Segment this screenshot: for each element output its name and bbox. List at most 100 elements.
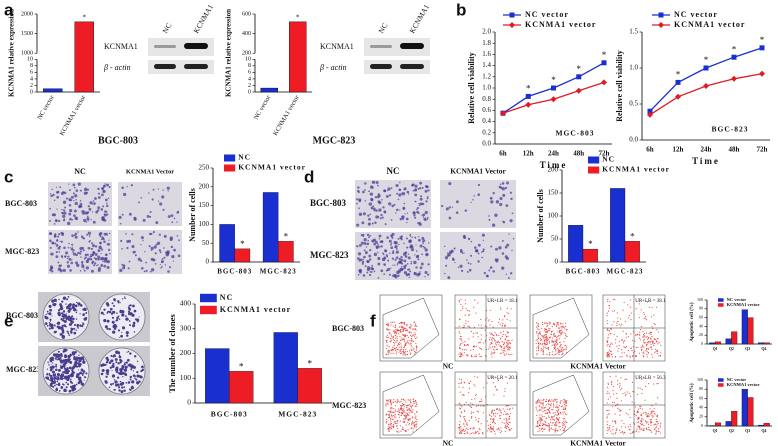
flow-event	[504, 410, 506, 412]
colony-dot	[60, 353, 63, 356]
flow-event	[616, 312, 618, 314]
colony-dot	[66, 330, 69, 333]
flow-event	[659, 432, 662, 434]
cell-dot	[169, 236, 174, 240]
cell-dot	[93, 264, 96, 267]
cell-dot	[95, 210, 99, 214]
colony-dot	[112, 330, 116, 334]
flow-event	[414, 332, 416, 334]
cell-dot	[106, 183, 109, 187]
flow-event	[464, 299, 466, 301]
flow-event	[407, 342, 409, 344]
flow-event	[393, 401, 395, 403]
cell-dot	[417, 238, 421, 242]
flow-event	[397, 349, 399, 351]
cell-dot	[88, 207, 92, 211]
flow-event	[391, 411, 393, 413]
colony-dot	[52, 385, 55, 388]
colony-dot	[49, 323, 52, 325]
cell-dot	[495, 200, 500, 204]
cell-dot	[65, 197, 69, 200]
flow-event	[548, 423, 550, 425]
flow-event	[635, 354, 637, 357]
flow-event	[544, 412, 546, 414]
cell-dot	[70, 247, 72, 249]
flow-event	[650, 421, 652, 423]
cell-dot	[69, 199, 73, 202]
cell-dot	[406, 222, 408, 224]
flow-event	[414, 413, 416, 415]
column-label: NC	[387, 166, 400, 176]
flow-event	[412, 334, 414, 336]
chart-annotation: MGC-803	[555, 129, 594, 138]
cell-dot	[448, 206, 451, 209]
x-tick-label: 6h	[499, 150, 507, 158]
flow-event	[507, 414, 509, 416]
flow-event	[387, 423, 390, 425]
flow-event	[547, 411, 549, 414]
flow-event	[562, 411, 564, 413]
colony-dot	[56, 325, 60, 329]
cell-dot	[68, 183, 70, 185]
flow-event	[404, 418, 407, 420]
flow-event	[403, 341, 406, 343]
flow-event	[415, 424, 417, 426]
colony-dot	[105, 373, 107, 375]
flow-event	[540, 422, 542, 424]
flow-event	[393, 398, 395, 401]
flow-event	[486, 348, 488, 351]
flow-event	[411, 349, 413, 352]
cell-dot	[364, 251, 368, 255]
flow-event	[408, 424, 410, 426]
flow-event	[509, 320, 511, 322]
flow-event	[387, 403, 389, 405]
flow-event	[477, 335, 479, 338]
flow-event	[636, 421, 638, 424]
colony-dot	[123, 389, 126, 392]
flow-event	[468, 382, 470, 384]
flow-event	[414, 325, 416, 328]
cell-dot	[380, 213, 383, 217]
flow-event	[612, 433, 615, 435]
colony-dot	[106, 327, 109, 330]
flow-event	[654, 338, 657, 341]
flow-event	[463, 418, 466, 420]
y-tick-label: 0	[187, 398, 191, 407]
flow-event	[606, 300, 609, 303]
cell-dot	[473, 195, 475, 197]
flow-event	[538, 425, 540, 427]
cell-dot	[161, 257, 164, 260]
flow-event	[405, 401, 407, 403]
legend-marker	[658, 12, 664, 18]
flow-event	[393, 421, 395, 423]
flow-event	[492, 414, 495, 416]
flow-event	[475, 312, 477, 314]
flow-event	[399, 349, 401, 351]
flow-event	[615, 422, 617, 424]
flow-event	[491, 334, 494, 336]
flow-event	[388, 332, 390, 334]
flow-event	[472, 411, 474, 414]
flow-event	[460, 343, 462, 345]
cell-dot	[477, 193, 481, 197]
column-label: NC	[443, 439, 454, 446]
colony-dot	[100, 372, 104, 376]
flow-event	[499, 346, 501, 348]
cell-dot	[410, 262, 413, 265]
significance-mark: *	[307, 360, 312, 370]
cell-dot	[122, 264, 126, 267]
flow-event	[540, 339, 543, 341]
cell-dot	[49, 193, 52, 195]
cell-dot	[390, 219, 393, 221]
bar	[714, 341, 721, 345]
flow-event	[399, 330, 401, 332]
cell-dot	[108, 185, 111, 189]
cell-dot	[156, 241, 161, 245]
flow-event	[411, 410, 413, 412]
flow-event	[460, 382, 462, 384]
colony-dot	[48, 372, 51, 375]
flow-event	[565, 346, 568, 348]
colony-dot	[129, 304, 132, 307]
flow-event	[537, 336, 539, 338]
colony-dot	[83, 376, 86, 378]
